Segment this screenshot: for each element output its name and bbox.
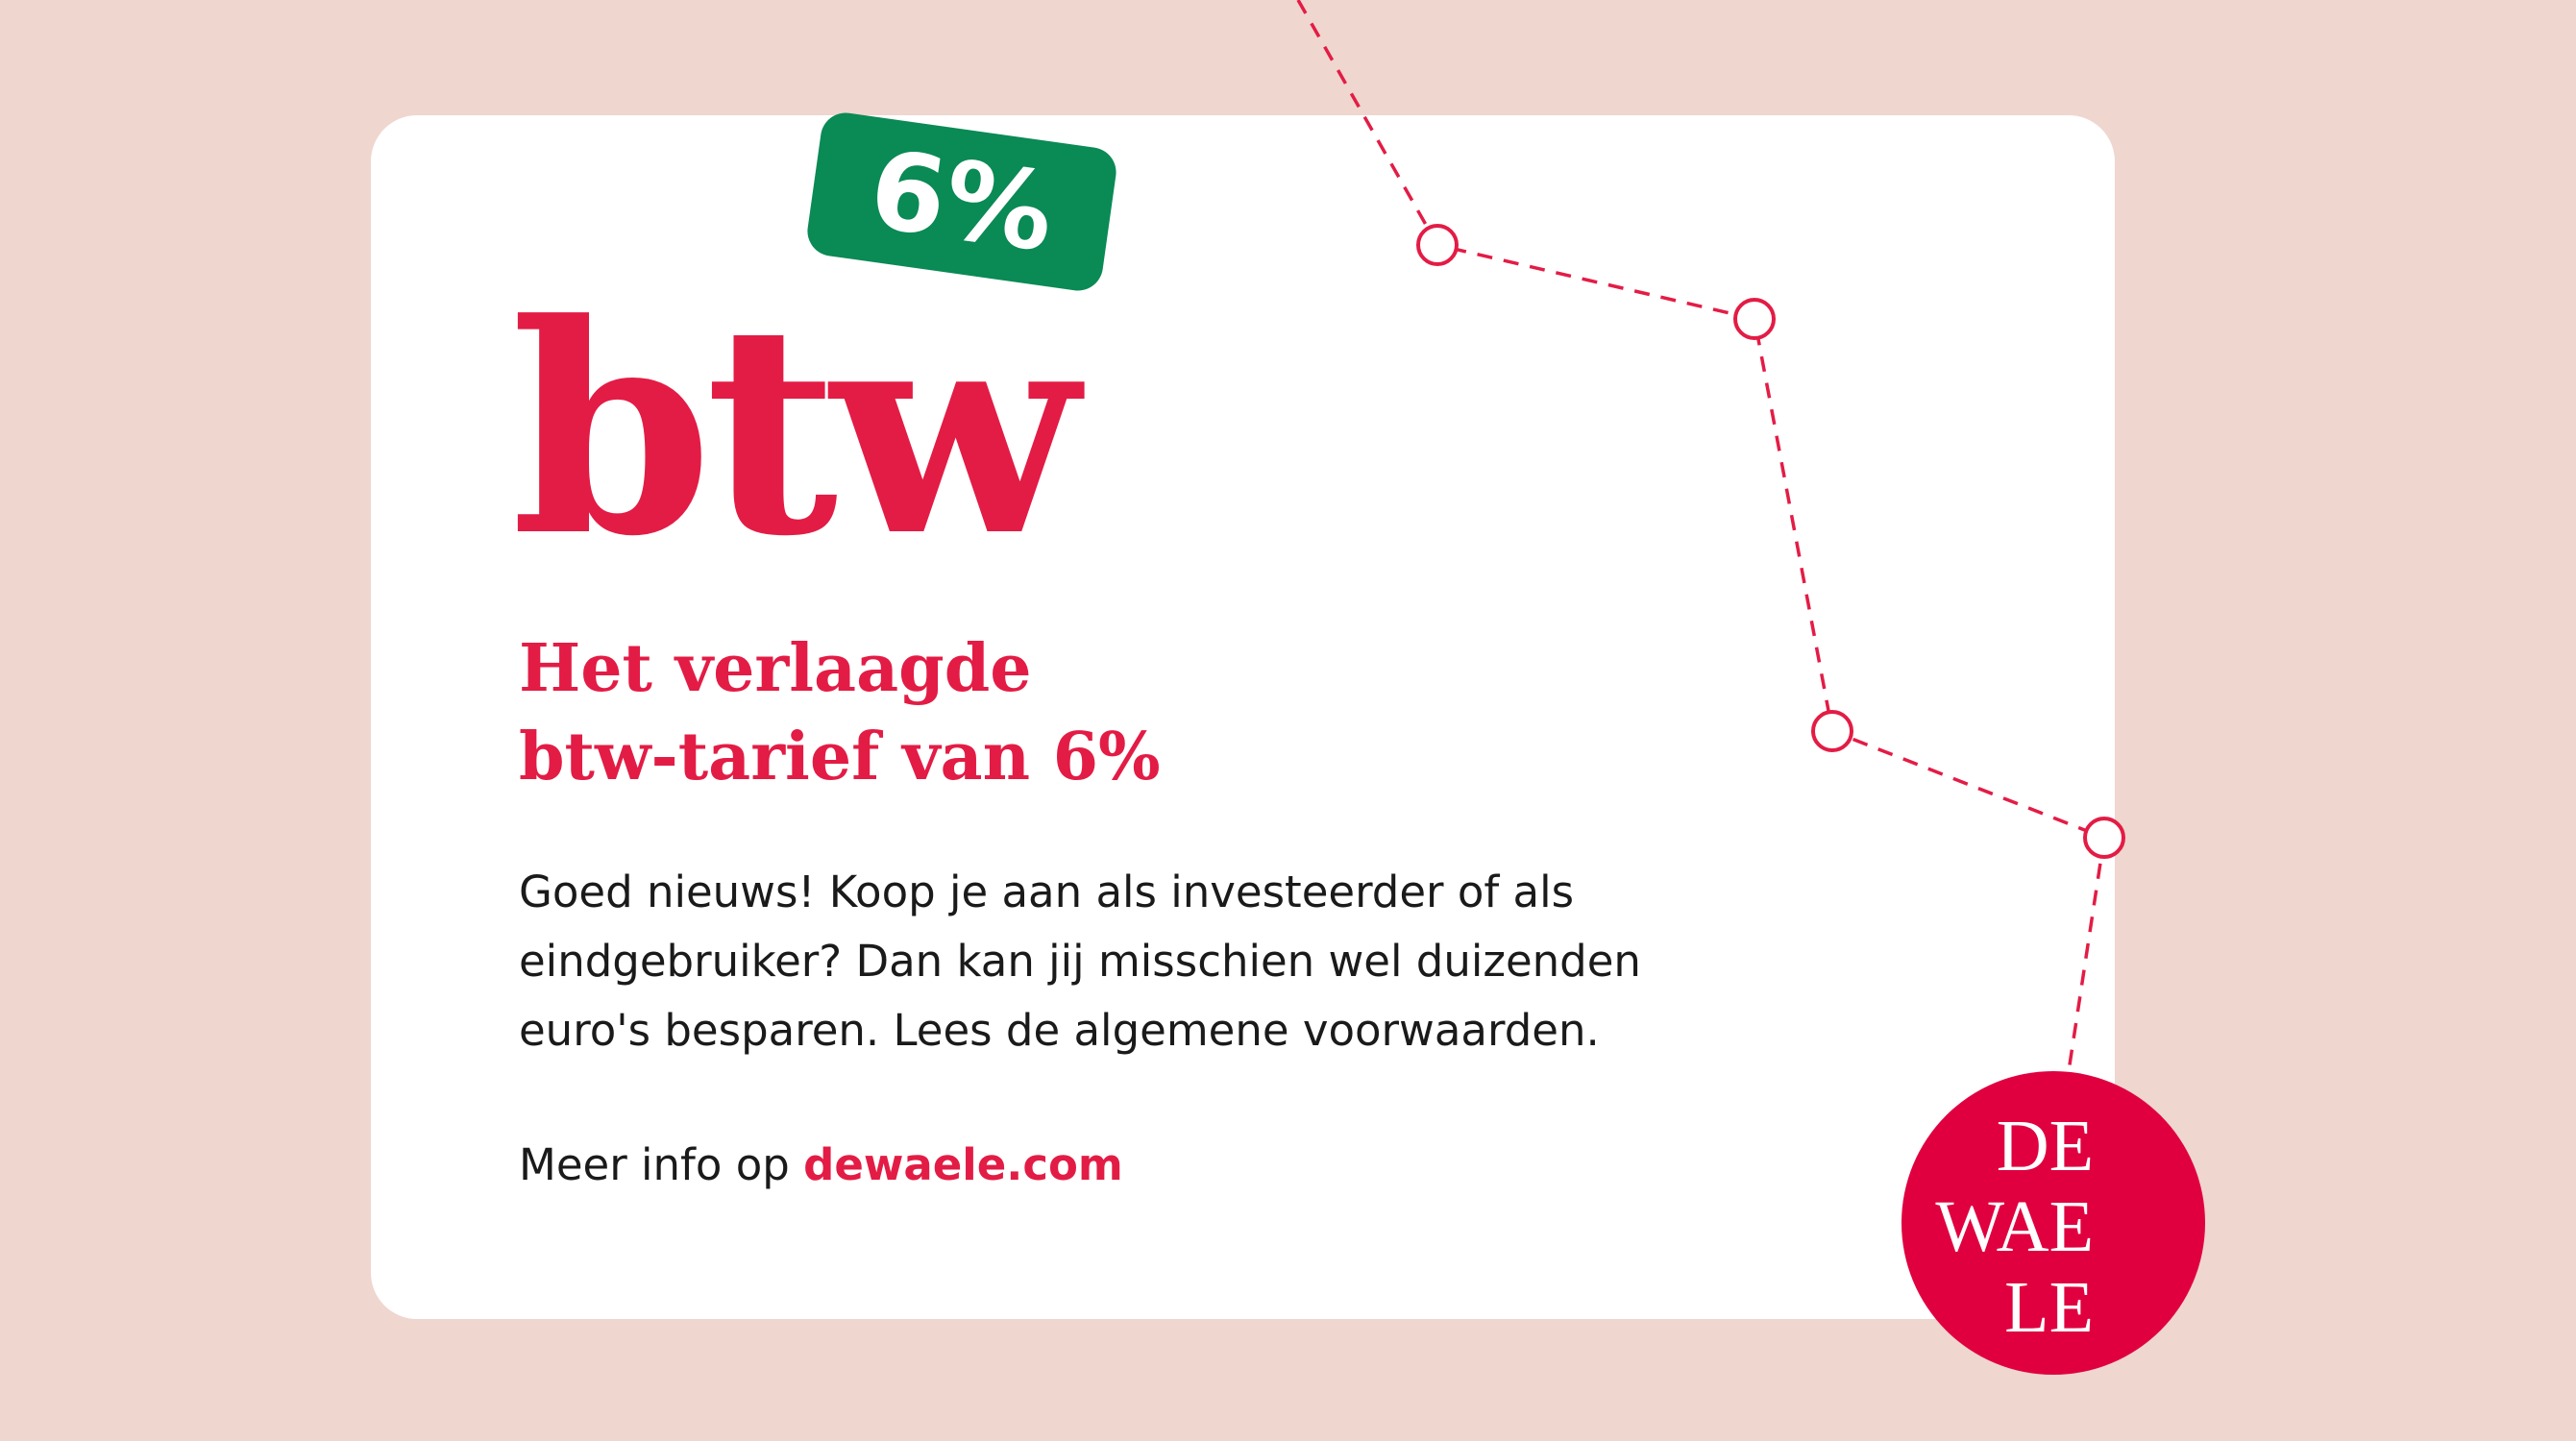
dewaele-logo: DE WAE LE — [1901, 1071, 2205, 1375]
more-info-prefix: Meer info op — [519, 1139, 804, 1190]
body-line: Goed nieuws! Koop je aan als investeerde… — [519, 867, 1575, 917]
title-line: btw-tarief van 6% — [519, 719, 1161, 795]
path-node — [1811, 710, 1853, 752]
btw-logo-text: btw — [511, 260, 1079, 599]
more-info: Meer info op dewaele.com — [519, 1131, 1123, 1200]
title-line: Het verlaagde — [519, 630, 1032, 707]
path-node — [1733, 298, 1776, 340]
path-node — [2083, 817, 2125, 859]
logo-line: WAE — [1935, 1186, 2094, 1267]
dashed-line — [1296, 0, 2106, 1085]
path-node — [1416, 224, 1459, 266]
logo-line: LE — [2004, 1267, 2094, 1348]
page-title: Het verlaagde btw-tarief van 6% — [519, 624, 1161, 801]
body-line: euro's besparen. Lees de algemene voorwa… — [519, 1005, 1600, 1056]
body-text: Goed nieuws! Koop je aan als investeerde… — [519, 858, 1768, 1065]
website-link[interactable]: dewaele.com — [803, 1139, 1123, 1190]
body-line: eindgebruiker? Dan kan jij misschien wel… — [519, 936, 1641, 987]
logo-line: DE — [1996, 1106, 2094, 1186]
